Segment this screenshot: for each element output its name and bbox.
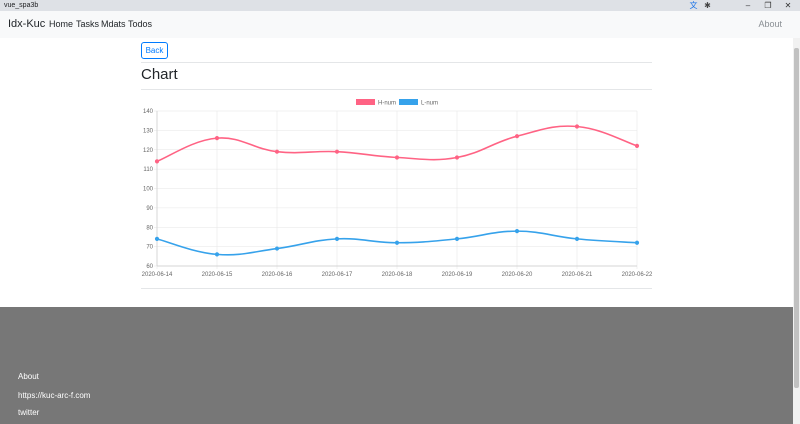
data-point xyxy=(574,236,580,241)
y-tick-label: 140 xyxy=(143,109,154,115)
y-tick-label: 80 xyxy=(146,225,153,231)
scrollbar-thumb[interactable] xyxy=(794,48,799,388)
data-point xyxy=(334,149,340,154)
y-tick-label: 130 xyxy=(143,128,154,134)
y-tick-label: 90 xyxy=(146,206,153,212)
y-tick-label: 60 xyxy=(146,264,153,270)
data-point xyxy=(634,240,640,245)
back-button[interactable]: Back xyxy=(141,42,168,59)
navbar-brand[interactable]: Idx-Kuc xyxy=(8,18,46,30)
x-tick-label: 2020-06-14 xyxy=(142,272,173,278)
footer: About https://kuc-arc-f.com twitter xyxy=(0,307,800,424)
footer-link-site[interactable]: https://kuc-arc-f.com xyxy=(18,391,91,400)
data-point xyxy=(454,155,460,160)
data-point xyxy=(334,236,340,241)
chart-series xyxy=(154,124,640,257)
data-point xyxy=(274,149,280,154)
data-point xyxy=(634,143,640,148)
line-chart: H-num L-num 140 130 120 110 100 90 80 70 60 2020-… xyxy=(142,99,653,278)
footer-link-twitter[interactable]: twitter xyxy=(18,408,40,417)
legend-swatch xyxy=(356,99,375,105)
data-point xyxy=(514,229,520,234)
translate-icon[interactable]: 文 xyxy=(689,1,698,10)
data-point xyxy=(454,236,460,241)
y-tick-label: 70 xyxy=(146,245,153,251)
y-tick-label: 120 xyxy=(143,148,154,154)
legend-swatch xyxy=(399,99,418,105)
data-point xyxy=(274,246,280,251)
restore-icon[interactable]: ❐ xyxy=(764,1,772,10)
nav-item-todos[interactable]: Todos xyxy=(128,19,153,29)
data-point xyxy=(394,155,400,160)
x-tick-label: 2020-06-19 xyxy=(442,272,473,278)
browser-title-bar: vue_spa3b 文 ✱ – ❐ ✕ xyxy=(0,0,800,11)
window-title: vue_spa3b xyxy=(4,2,39,9)
y-axis: 140 130 120 110 100 90 80 70 60 xyxy=(143,109,154,270)
data-point xyxy=(574,124,580,129)
x-tick-label: 2020-06-20 xyxy=(502,272,533,278)
chart-legend: H-num L-num xyxy=(356,99,438,107)
divider-bottom xyxy=(141,288,652,289)
x-axis: 2020-06-14 2020-06-15 2020-06-16 2020-06-17… xyxy=(142,272,653,278)
x-tick-label: 2020-06-16 xyxy=(262,272,293,278)
nav-item-home[interactable]: Home xyxy=(49,19,74,29)
nav-item-mdats[interactable]: Mdats xyxy=(101,19,126,29)
data-point xyxy=(514,134,520,139)
divider-title xyxy=(141,89,652,90)
page-scrollbar[interactable] xyxy=(793,38,800,424)
nav-item-about[interactable]: About xyxy=(758,19,782,29)
navbar: Idx-Kuc Home Tasks Mdats Todos About xyxy=(0,11,800,38)
page-title: Chart xyxy=(141,66,178,83)
data-point xyxy=(154,236,160,241)
y-tick-label: 110 xyxy=(143,167,153,173)
x-tick-label: 2020-06-22 xyxy=(622,272,653,278)
data-point xyxy=(154,159,160,164)
extensions-icon[interactable]: ✱ xyxy=(704,1,711,10)
nav-item-tasks[interactable]: Tasks xyxy=(76,19,100,29)
x-tick-label: 2020-06-21 xyxy=(562,272,593,278)
y-tick-label: 100 xyxy=(143,187,154,193)
minimize-icon[interactable]: – xyxy=(745,1,751,10)
chart-grid xyxy=(154,110,638,269)
data-point xyxy=(214,252,220,257)
data-point xyxy=(214,136,220,141)
close-icon[interactable]: ✕ xyxy=(784,1,792,10)
legend-label: L-num xyxy=(421,101,438,107)
legend-label: H-num xyxy=(378,101,396,107)
x-tick-label: 2020-06-17 xyxy=(322,272,353,278)
footer-link-about[interactable]: About xyxy=(18,372,39,381)
x-tick-label: 2020-06-18 xyxy=(382,272,413,278)
data-point xyxy=(394,240,400,245)
x-tick-label: 2020-06-15 xyxy=(202,272,233,278)
divider-top xyxy=(141,62,652,63)
